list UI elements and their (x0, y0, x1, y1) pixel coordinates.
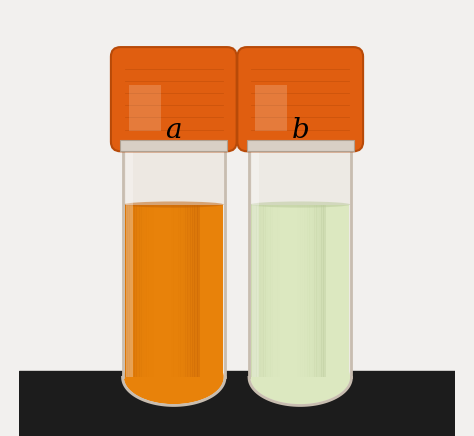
Text: a: a (165, 117, 182, 144)
Ellipse shape (124, 201, 224, 208)
Bar (314, 204, 317, 377)
Bar (270, 204, 273, 377)
Bar (323, 204, 326, 377)
Bar (263, 204, 266, 377)
Bar (309, 204, 312, 377)
Bar (132, 204, 135, 377)
Bar (183, 204, 186, 377)
Ellipse shape (124, 351, 224, 404)
Bar (298, 204, 301, 377)
Bar (192, 204, 195, 377)
Bar (274, 204, 278, 377)
Bar (277, 204, 280, 377)
Bar (256, 204, 259, 377)
FancyBboxPatch shape (111, 47, 237, 151)
Bar (148, 204, 151, 377)
Text: b: b (292, 117, 309, 144)
Bar (254, 204, 256, 377)
FancyBboxPatch shape (237, 47, 363, 151)
Bar (144, 204, 146, 377)
Bar (253, 137, 259, 377)
Bar (151, 204, 154, 377)
Ellipse shape (123, 349, 225, 405)
Bar (126, 137, 133, 377)
Bar (307, 204, 310, 377)
Bar (125, 204, 223, 377)
Bar (255, 85, 287, 132)
Bar (19, 371, 455, 436)
Bar (265, 204, 268, 377)
Bar (173, 204, 176, 377)
Bar (251, 204, 254, 377)
Bar (139, 204, 142, 377)
Bar (176, 204, 179, 377)
Bar (171, 204, 174, 377)
Bar (268, 204, 271, 377)
Bar (120, 140, 227, 151)
Bar (187, 204, 191, 377)
Bar (129, 204, 133, 377)
Bar (304, 204, 308, 377)
Bar (321, 204, 324, 377)
Bar (185, 204, 188, 377)
Bar (137, 204, 139, 377)
Ellipse shape (249, 349, 351, 405)
Bar (319, 204, 322, 377)
Bar (181, 204, 183, 377)
Bar (249, 137, 351, 377)
Ellipse shape (250, 201, 350, 208)
Bar (125, 204, 128, 377)
Bar (141, 204, 144, 377)
Bar (123, 137, 225, 377)
Bar (261, 204, 264, 377)
Bar (19, 0, 455, 371)
Bar (258, 204, 261, 377)
Bar (134, 204, 137, 377)
Bar (247, 140, 354, 151)
Ellipse shape (123, 131, 225, 144)
Bar (272, 204, 275, 377)
Bar (302, 204, 305, 377)
Ellipse shape (250, 351, 350, 404)
Bar (197, 204, 200, 377)
Bar (251, 204, 349, 377)
Bar (316, 204, 319, 377)
Bar (127, 204, 130, 377)
Bar (146, 204, 149, 377)
Bar (178, 204, 181, 377)
Bar (300, 204, 303, 377)
Bar (194, 204, 198, 377)
Bar (311, 204, 315, 377)
Bar (129, 85, 161, 132)
Ellipse shape (249, 131, 351, 144)
Bar (190, 204, 193, 377)
